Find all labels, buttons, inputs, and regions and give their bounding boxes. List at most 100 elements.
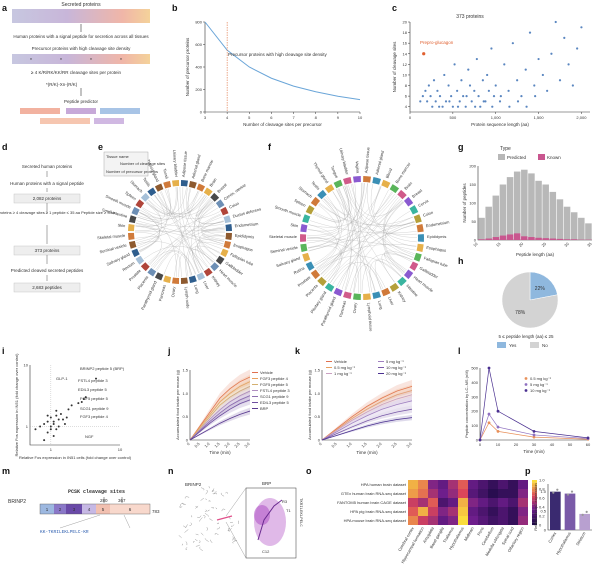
e-arc <box>128 240 137 249</box>
f-link <box>367 183 417 243</box>
p-dot <box>581 513 584 517</box>
o-cell <box>488 507 498 516</box>
f-tissue-label: Adrenal gland <box>374 150 385 175</box>
l-legend-swatch <box>524 383 528 386</box>
panel-b-label: b <box>172 3 178 13</box>
j-legend-item: Vehicle <box>260 370 274 375</box>
g-bar-predicted <box>563 206 571 240</box>
f-arc <box>343 291 352 299</box>
e-link <box>154 195 221 219</box>
e-tissue-label: Lymph node <box>184 286 191 309</box>
d-line: Human proteins with a signal peptide <box>10 181 84 186</box>
o-row-label: FANTOM5 human brain CAGE dataset <box>337 500 407 505</box>
o-scale-tick: 1.0 <box>539 478 545 483</box>
g-bar-known <box>549 238 557 240</box>
l-series-line <box>479 422 589 441</box>
b-ytick-label: 0 <box>200 110 203 115</box>
f-tissue-label: Skin <box>290 222 298 228</box>
p-dot <box>556 488 559 491</box>
j-series-line <box>189 399 251 441</box>
k-ytick-label: 0 <box>318 438 321 443</box>
e-arc <box>223 240 232 249</box>
i-xtick-label: 10 <box>118 447 123 452</box>
e-tissue-label: Pancreas <box>158 284 167 302</box>
c-point <box>456 105 460 108</box>
e-link <box>148 250 197 275</box>
n-peptide-backbone <box>257 499 283 541</box>
f-arc <box>305 205 315 215</box>
c-count-label: 373 proteins <box>456 14 484 20</box>
g-bar-predicted <box>513 171 521 240</box>
o-cell <box>408 507 418 516</box>
c-point <box>534 95 537 98</box>
k-series-line <box>321 417 413 441</box>
panel-k-label: k <box>295 346 301 356</box>
o-scale-step <box>532 522 537 526</box>
l-legend-item: 10 mg kg⁻¹ <box>530 388 551 393</box>
e-arc <box>215 199 225 209</box>
p-bar <box>550 491 561 530</box>
i-point <box>55 414 58 417</box>
f-tissue-label: Salivary gland <box>275 255 300 268</box>
j-series-line <box>189 385 251 441</box>
n-ribbon <box>208 500 211 502</box>
f-arc <box>302 214 311 224</box>
panel-g-label: g <box>458 142 464 152</box>
e-tissue-label: Breast <box>216 181 228 193</box>
predicted-peptide-bars <box>20 108 140 124</box>
n-peptide: BRP <box>262 481 271 486</box>
d-line: Secreted human proteins <box>22 164 73 169</box>
l-ytick-label: 100 <box>471 423 478 428</box>
c-point <box>424 89 427 92</box>
e-arc <box>128 232 135 241</box>
panel-h-label: h <box>458 256 464 266</box>
m-domain-label: 4 <box>88 507 91 512</box>
chart-b: 3 4 5 6 7 8 9 10 0 200 400 600 800 Number of cleavage… <box>185 20 363 128</box>
i-point-label: FGF3 peptide 4 <box>80 414 109 419</box>
e-tissue-label: Urinary bladder <box>172 150 179 178</box>
i-point <box>46 420 49 423</box>
m-domain <box>96 504 110 514</box>
f-link <box>307 238 416 251</box>
o-cell <box>438 498 448 507</box>
f-arc <box>381 287 391 297</box>
f-link <box>307 192 393 248</box>
o-scale-step <box>532 500 537 503</box>
g-ytick-label: 50 <box>472 219 477 224</box>
j-xtick-label: 3.0 <box>243 441 251 449</box>
e-link <box>182 187 218 258</box>
j-ytick-label: 1.0 <box>182 391 188 396</box>
m-title: PCSK cleavage sites <box>68 489 125 495</box>
f-arc <box>389 184 400 194</box>
b-xtick-label: 8 <box>315 115 318 120</box>
e-link <box>135 225 222 249</box>
c-point <box>503 63 506 66</box>
i-ytick-label: 1 <box>26 424 29 429</box>
p-dot <box>585 510 588 513</box>
n-ribbon <box>232 536 234 541</box>
e-arc <box>140 192 150 202</box>
m-domain <box>66 504 82 514</box>
f-link <box>316 195 398 270</box>
e-tissue-label: Ovary <box>170 286 176 297</box>
f-link <box>337 188 376 292</box>
c-ytick-label: 18 <box>403 30 408 35</box>
g-xtick-label: 15 <box>495 241 502 248</box>
f-tissue-label: Lung <box>377 300 384 310</box>
c-point <box>524 68 527 71</box>
k-legend-item: 10 mg kg⁻¹ <box>386 365 407 370</box>
f-tissue-label: Tongue <box>330 165 340 180</box>
c-point <box>477 95 480 98</box>
j-ylabel: Accumulated food intake per mouse (g) <box>175 369 180 439</box>
o-cell <box>508 507 518 516</box>
e-link <box>143 246 214 262</box>
b-xtick-label: 5 <box>248 115 251 120</box>
e-link <box>135 194 206 232</box>
e-link <box>135 229 225 232</box>
g-bar-predicted <box>478 217 485 240</box>
k-ylabel: Accumulated food intake per mouse (g) <box>307 369 312 439</box>
circos-f: Adipose tissue Adrenal gland Blood Bone mar… <box>269 146 450 332</box>
f-link <box>312 185 350 222</box>
b-ytick-label: 600 <box>195 42 202 47</box>
